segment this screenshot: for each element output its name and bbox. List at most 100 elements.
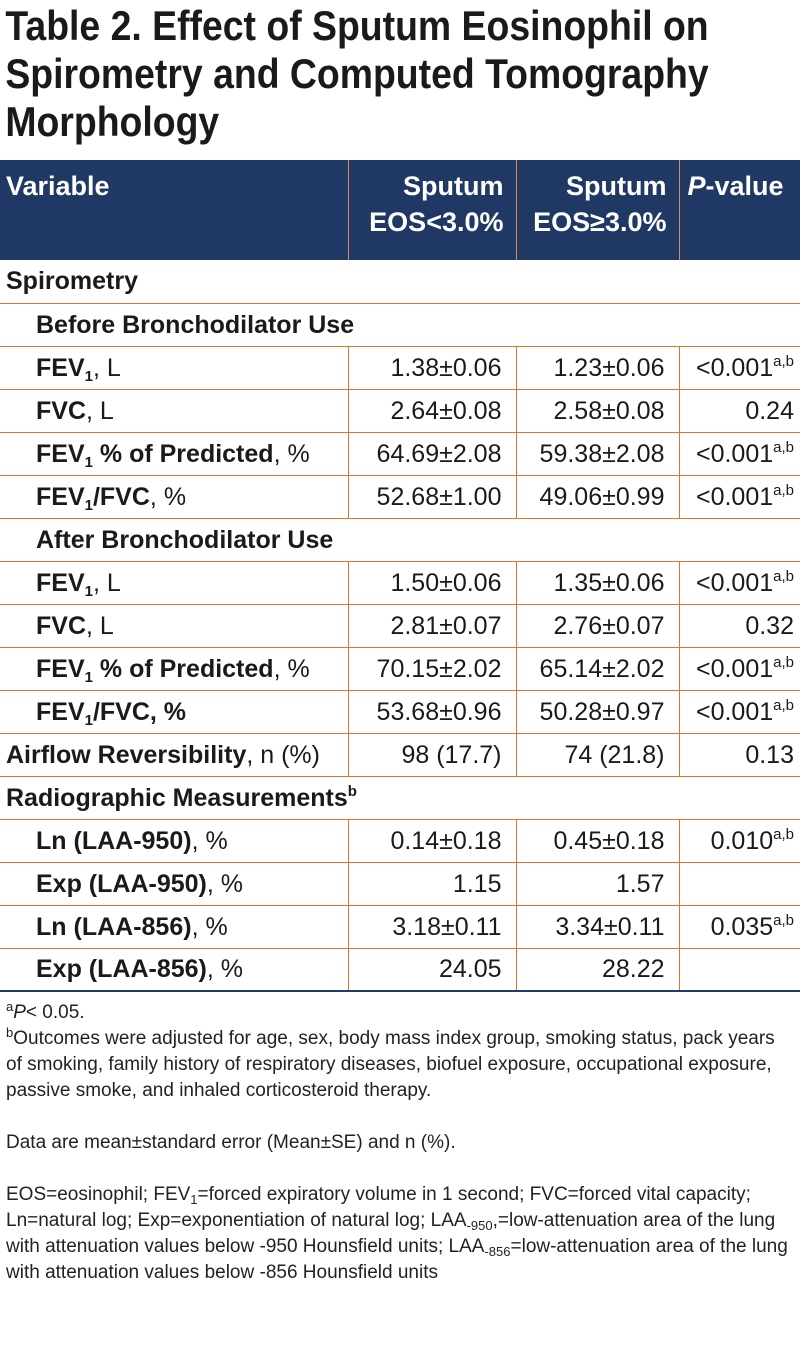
row-name: FEV [36, 654, 85, 683]
pvalue-sup: a,b [773, 825, 794, 843]
row-name-cont: % of Predicted [92, 654, 274, 683]
row-name: Exp (LAA-950) [36, 869, 207, 898]
section-spirometry: Spirometry [6, 267, 138, 296]
cell-eos-low: 1.38±0.06 [347, 345, 516, 389]
pvalue: 0.035 [710, 912, 774, 941]
table-row: Exp (LAA-950), % 1.15 1.57 [0, 861, 800, 905]
header-eos-low: Sputum EOS<3.0% [347, 160, 516, 260]
cell-eos-high: 1.23±0.06 [515, 345, 679, 389]
pvalue-sup: a,b [773, 653, 794, 671]
header-eos-low-line2: EOS<3.0% [369, 207, 504, 237]
row-name: Ln (LAA-950) [36, 826, 192, 855]
table-row: FEV1 % of Predicted, % 70.15±2.02 65.14±… [0, 646, 800, 690]
cell-eos-high: 28.22 [515, 947, 679, 992]
cell-eos-low: 98 (17.7) [347, 732, 516, 776]
header-row: Variable Sputum EOS<3.0% Sputum EOS≥3.0%… [0, 160, 800, 260]
table-row: FVC, L 2.64±0.08 2.58±0.08 0.24 [0, 388, 800, 432]
section-row-before: Before Bronchodilator Use [0, 302, 800, 346]
pvalue: <0.001 [695, 654, 774, 683]
pvalue-sup: a,b [773, 438, 794, 456]
cell-eos-high: 2.58±0.08 [515, 388, 679, 432]
row-unit: , % [191, 826, 228, 855]
row-unit: , % [273, 439, 310, 468]
footnote-a-text: < 0.05. [25, 1002, 85, 1023]
cell-eos-high: 1.57 [515, 861, 679, 905]
footnote-a-italic: P [13, 1002, 26, 1023]
cell-eos-low: 0.14±0.18 [347, 818, 516, 862]
cell-eos-low: 70.15±2.02 [347, 646, 516, 690]
row-name: FVC [36, 396, 86, 425]
table-row: FEV1, L 1.50±0.06 1.35±0.06 <0.001a,b [0, 560, 800, 604]
row-label: Airflow Reversibility, n (%) [0, 732, 348, 776]
pvalue-sup: a,b [773, 352, 794, 370]
cell-eos-high: 2.76±0.07 [515, 603, 679, 647]
pvalue: 0.32 [745, 611, 794, 640]
footnote-a: aP< 0.05. [6, 1000, 794, 1026]
row-name-sub: 1 [84, 711, 93, 729]
section-radiographic-sup: b [347, 782, 357, 800]
row-name-sub: 1 [84, 496, 93, 514]
cell-eos-low: 2.64±0.08 [347, 388, 516, 432]
table-row: FEV1/FVC, % 53.68±0.96 50.28±0.97 <0.001… [0, 689, 800, 733]
header-eos-high-line1: Sputum [566, 171, 667, 201]
cell-eos-low: 53.68±0.96 [347, 689, 516, 733]
row-unit: , % [273, 654, 310, 683]
footnotes: aP< 0.05. bOutcomes were adjusted for ag… [0, 992, 800, 1286]
header-pvalue-italic: P [687, 171, 706, 201]
section-row-radiographic: Radiographic Measurementsb [0, 775, 800, 819]
row-label: Ln (LAA-950), % [0, 818, 348, 862]
row-label: Exp (LAA-950), % [0, 861, 348, 905]
row-name: Airflow Reversibility [6, 740, 247, 769]
row-name-cont: % of Predicted [92, 439, 274, 468]
cell-pvalue [678, 861, 800, 905]
section-radiographic-label: Radiographic Measurements [6, 783, 348, 812]
row-unit: , L [86, 611, 114, 640]
cell-eos-low: 2.81±0.07 [347, 603, 516, 647]
row-label: FEV1/FVC, % [0, 689, 348, 733]
section-row-spirometry: Spirometry [0, 260, 800, 303]
subsection-after: After Bronchodilator Use [0, 517, 800, 561]
cell-eos-low: 52.68±1.00 [347, 474, 516, 518]
pvalue: 0.010 [710, 826, 774, 855]
cell-pvalue: 0.010a,b [678, 818, 800, 862]
row-label: FVC, L [0, 388, 348, 432]
cell-pvalue: <0.001a,b [678, 646, 800, 690]
footnote-abbreviations: EOS=eosinophil; FEV1=forced expiratory v… [6, 1182, 794, 1286]
pvalue: <0.001 [695, 353, 774, 382]
pvalue: <0.001 [695, 439, 774, 468]
footnote-b: bOutcomes were adjusted for age, sex, bo… [6, 1026, 794, 1104]
row-name-sub: 1 [84, 668, 93, 686]
cell-eos-low: 1.15 [347, 861, 516, 905]
header-eos-low-line1: Sputum [403, 171, 504, 201]
cell-eos-high: 65.14±2.02 [515, 646, 679, 690]
pvalue-sup: a,b [773, 696, 794, 714]
row-label: FEV1 % of Predicted, % [0, 431, 348, 475]
cell-pvalue: <0.001a,b [678, 474, 800, 518]
cell-eos-high: 1.35±0.06 [515, 560, 679, 604]
row-name: FEV [36, 439, 85, 468]
row-unit: , L [92, 568, 121, 597]
table-row: FEV1 % of Predicted, % 64.69±2.08 59.38±… [0, 431, 800, 475]
row-label: FEV1, L [0, 345, 348, 389]
row-label: FVC, L [0, 603, 348, 647]
header-eos-high-line2: EOS≥3.0% [533, 207, 667, 237]
header-pvalue-rest: -value [705, 171, 784, 201]
row-name: Exp (LAA-856) [36, 955, 207, 984]
pvalue: <0.001 [695, 697, 774, 726]
header-variable: Variable [6, 171, 110, 201]
cell-eos-high: 49.06±0.99 [515, 474, 679, 518]
row-name: FVC [36, 611, 86, 640]
row-name-cont: /FVC [92, 482, 150, 511]
cell-eos-high: 50.28±0.97 [515, 689, 679, 733]
abbr-sub-2: -950 [466, 1218, 493, 1233]
header-pvalue: P-value [678, 160, 800, 260]
row-label: Exp (LAA-856), % [0, 947, 348, 992]
row-name: FEV [36, 353, 85, 382]
row-name-sub: 1 [84, 367, 93, 385]
table-row: Ln (LAA-950), % 0.14±0.18 0.45±0.18 0.01… [0, 818, 800, 862]
abbr-part-2: =forced expiratory volume in 1 second; F… [6, 1184, 751, 1231]
pvalue-sup: a,b [773, 481, 794, 499]
results-table: Variable Sputum EOS<3.0% Sputum EOS≥3.0%… [0, 160, 800, 992]
cell-eos-low: 24.05 [347, 947, 516, 992]
cell-eos-high: 0.45±0.18 [515, 818, 679, 862]
